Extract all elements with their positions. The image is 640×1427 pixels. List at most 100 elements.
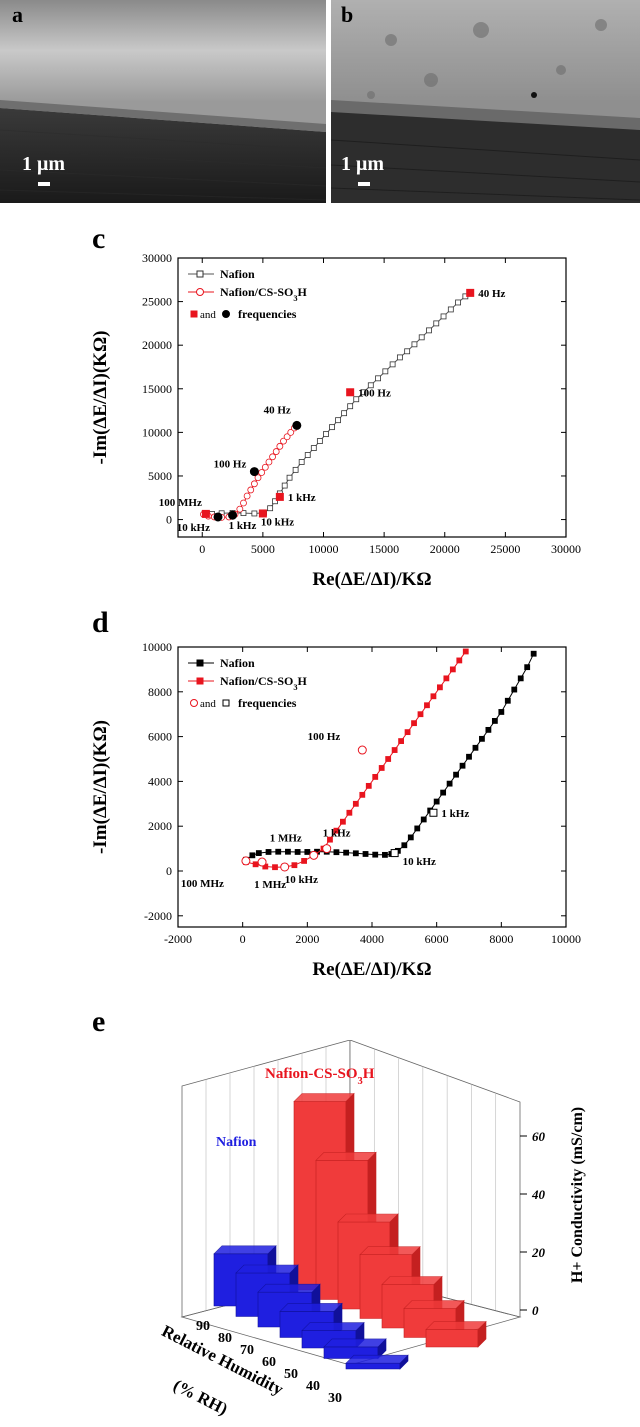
z-axis-label: H+ Conductivity (mS/cm) xyxy=(569,1107,586,1283)
bar-nafion-front xyxy=(345,1362,401,1370)
data-point xyxy=(443,675,450,682)
bar-nafion-top xyxy=(213,1245,277,1255)
panel-label-a: a xyxy=(12,2,23,27)
humidity-tick-label: 40 xyxy=(306,1379,320,1394)
data-point xyxy=(414,825,421,832)
data-point xyxy=(352,800,359,807)
data-point xyxy=(323,431,329,438)
data-point xyxy=(339,818,346,825)
data-point xyxy=(275,848,282,855)
data-point xyxy=(462,648,469,655)
data-point xyxy=(292,466,299,473)
data-point xyxy=(449,666,456,673)
frequency-marker xyxy=(241,856,251,866)
data-point xyxy=(286,474,293,481)
data-point xyxy=(272,448,280,455)
humidity-tick-label: 70 xyxy=(240,1343,254,1358)
y-axis-label: -Im(ΔE/ΔI)(KΩ) xyxy=(90,720,111,854)
data-point xyxy=(255,850,262,856)
data-point xyxy=(530,650,537,657)
data-point xyxy=(261,463,269,471)
humidity-tick-label: 80 xyxy=(218,1331,232,1346)
y-tick-label: 2000 xyxy=(148,819,172,833)
data-point xyxy=(276,442,284,450)
data-point xyxy=(372,774,379,780)
data-point xyxy=(404,348,411,355)
data-point xyxy=(252,861,259,868)
scale-bar-label-b: 1 μm xyxy=(341,153,384,175)
data-point xyxy=(291,862,298,869)
data-point xyxy=(389,361,396,368)
data-point xyxy=(272,864,278,871)
frequency-label: 1 kHz xyxy=(288,492,316,504)
data-point xyxy=(424,702,430,709)
data-point xyxy=(333,827,340,834)
data-point xyxy=(411,720,417,727)
frequency-marker xyxy=(357,745,367,755)
data-point xyxy=(426,327,432,334)
data-point xyxy=(385,756,392,762)
sem-image-a: a 1 μm xyxy=(0,0,326,203)
impedance-chart-c: 0 5000 10000 15000 20000 25000 30000 0 5000 10000… xyxy=(90,251,581,590)
data-point xyxy=(396,354,403,361)
data-point xyxy=(417,711,424,718)
bar-nafion-top xyxy=(345,1354,409,1364)
legend-label-nafion: Nafion xyxy=(220,656,255,670)
frequency-label: 100 MHz xyxy=(181,878,224,890)
data-point xyxy=(249,852,256,859)
humidity-tick-label: 50 xyxy=(284,1367,298,1382)
bar-nafion-top xyxy=(301,1322,365,1331)
x-tick-label: 5000 xyxy=(251,542,275,556)
data-point xyxy=(272,498,278,505)
panel-label-d: d xyxy=(92,606,109,639)
data-point xyxy=(433,798,440,805)
frequency-marker xyxy=(390,849,399,858)
frequency-label: 40 Hz xyxy=(264,404,291,416)
y-tick-label: 0 xyxy=(166,864,172,878)
data-point xyxy=(430,693,437,700)
bar-cs-front xyxy=(425,1329,479,1348)
data-point xyxy=(446,780,453,787)
z-tick-label: 20 xyxy=(531,1245,546,1260)
frequency-label: 100 Hz xyxy=(358,387,391,399)
x-tick-label: 10000 xyxy=(551,932,581,946)
frequency-label: 10 kHz xyxy=(177,522,210,534)
data-point xyxy=(347,403,354,410)
frequency-label: 10 kHz xyxy=(261,516,294,528)
y-tick-label: 6000 xyxy=(148,730,172,744)
y-tick-label: 5000 xyxy=(148,469,172,483)
bar-nafion-top xyxy=(323,1338,387,1348)
legend-and: and xyxy=(200,309,216,321)
z-tick-label: 40 xyxy=(531,1187,546,1202)
data-point xyxy=(418,334,425,341)
data-point xyxy=(440,313,447,320)
bar-cs-top xyxy=(381,1276,443,1285)
frequency-label: 1 MHz xyxy=(270,832,302,844)
data-point xyxy=(265,458,273,466)
x-tick-label: 4000 xyxy=(360,932,384,946)
data-point xyxy=(367,382,374,389)
data-point xyxy=(359,791,366,798)
scale-bar-a xyxy=(38,182,50,186)
y-tick-label: 8000 xyxy=(148,685,172,699)
data-point xyxy=(511,686,518,693)
data-point xyxy=(485,726,492,733)
x-axis-label: Re(ΔE/ΔI)/KΩ xyxy=(312,569,431,590)
data-point xyxy=(362,851,369,857)
legend-marker xyxy=(196,659,204,667)
data-point xyxy=(287,428,295,436)
bar-nafion-top xyxy=(279,1303,343,1312)
y-tick-label: 4000 xyxy=(148,774,172,788)
y-tick-label: 0 xyxy=(166,513,172,527)
data-point xyxy=(251,510,258,517)
x-tick-label: 30000 xyxy=(551,542,581,556)
data-point xyxy=(236,505,244,513)
frequency-marker xyxy=(228,510,238,520)
data-point xyxy=(401,842,408,849)
data-point xyxy=(310,445,317,451)
data-point xyxy=(453,771,459,778)
y-tick-label: 25000 xyxy=(142,295,172,309)
data-point xyxy=(472,744,479,751)
data-point xyxy=(404,729,411,736)
humidity-tick-label: 90 xyxy=(196,1319,210,1334)
